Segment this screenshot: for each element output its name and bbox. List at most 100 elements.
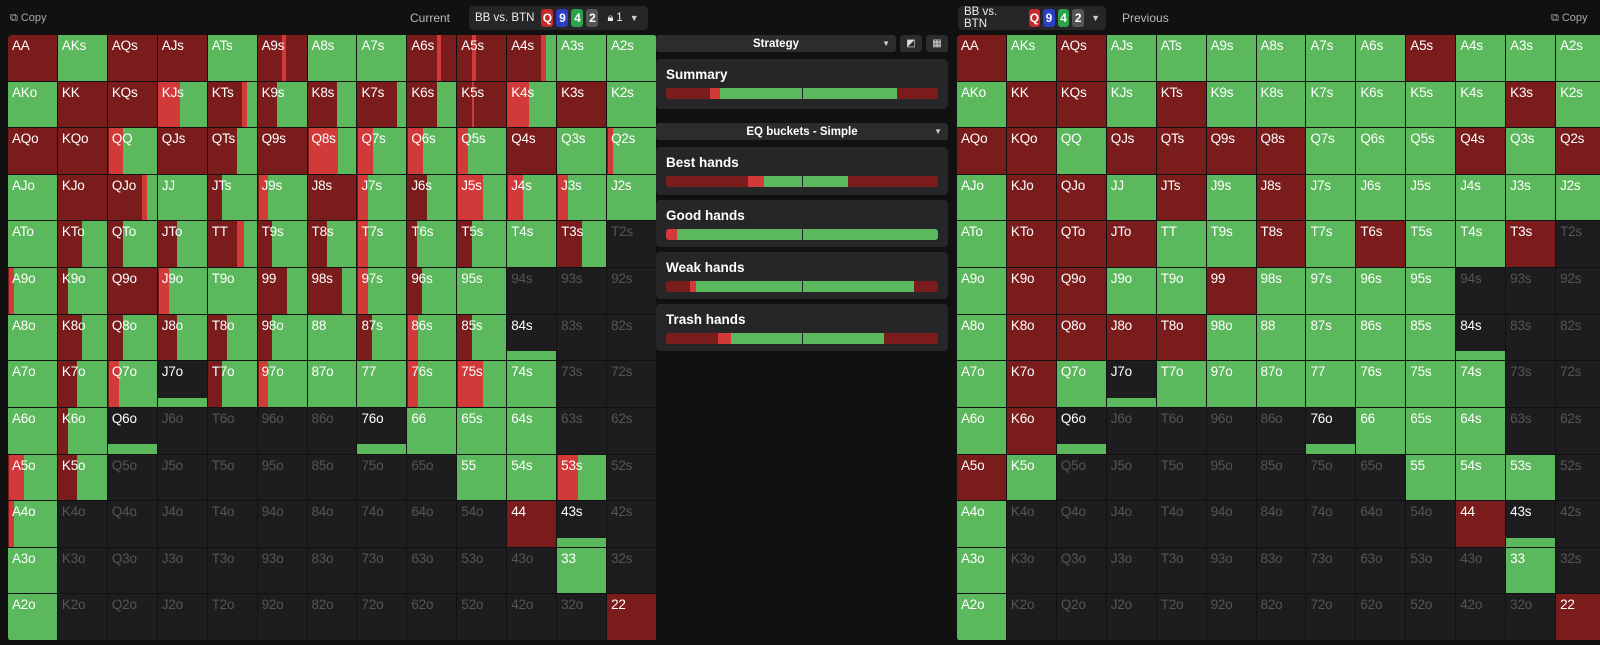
right-hand-cell-82o[interactable]: 82o: [1256, 594, 1307, 641]
right-hand-cell-A3s[interactable]: A3s: [1506, 35, 1557, 82]
left-hand-cell-T3s[interactable]: T3s: [557, 221, 608, 269]
left-hand-cell-K7o[interactable]: K7o: [57, 361, 108, 408]
left-hand-cell-TT[interactable]: TT: [207, 221, 258, 269]
right-hand-cell-KJs[interactable]: KJs: [1106, 81, 1157, 129]
right-hand-cell-T5o[interactable]: T5o: [1156, 454, 1207, 502]
left-hand-cell-Q5s[interactable]: Q5s: [457, 128, 508, 175]
left-hand-cell-92o[interactable]: 92o: [257, 594, 308, 641]
left-hand-cell-54o[interactable]: 54o: [457, 501, 508, 548]
left-hand-cell-A7o[interactable]: A7o: [8, 361, 58, 408]
right-hand-cell-K7s[interactable]: K7s: [1306, 81, 1357, 129]
right-hand-cell-65o[interactable]: 65o: [1356, 454, 1407, 502]
right-hand-cell-65s[interactable]: 65s: [1406, 407, 1457, 455]
right-hand-cell-Q8s[interactable]: Q8s: [1256, 128, 1307, 175]
right-hand-cell-Q5s[interactable]: Q5s: [1406, 128, 1457, 175]
right-hand-cell-T8o[interactable]: T8o: [1156, 314, 1207, 362]
right-hand-cell-Q8o[interactable]: Q8o: [1056, 314, 1107, 362]
left-hand-cell-86o[interactable]: 86o: [307, 407, 358, 455]
left-hand-cell-63s[interactable]: 63s: [557, 407, 608, 455]
right-hand-cell-62o[interactable]: 62o: [1356, 594, 1407, 641]
left-hand-cell-T5o[interactable]: T5o: [207, 454, 258, 502]
right-hand-cell-32s[interactable]: 32s: [1556, 548, 1600, 595]
left-hand-cell-93o[interactable]: 93o: [257, 547, 308, 595]
left-hand-cell-97s[interactable]: 97s: [357, 268, 408, 315]
left-hand-cell-65o[interactable]: 65o: [407, 454, 458, 502]
right-hand-cell-T7o[interactable]: T7o: [1156, 361, 1207, 408]
right-hand-cell-T2o[interactable]: T2o: [1156, 594, 1207, 641]
right-hand-cell-T9o[interactable]: T9o: [1156, 268, 1207, 315]
right-hand-cell-J8o[interactable]: J8o: [1106, 314, 1157, 362]
left-hand-cell-96o[interactable]: 96o: [257, 407, 308, 455]
left-hand-cell-ATo[interactable]: ATo: [8, 221, 58, 269]
left-hand-cell-94s[interactable]: 94s: [507, 268, 558, 315]
right-hand-cell-Q3o[interactable]: Q3o: [1056, 547, 1107, 595]
right-hand-cell-K8s[interactable]: K8s: [1256, 81, 1307, 129]
left-hand-cell-Q7s[interactable]: Q7s: [357, 128, 408, 175]
left-hand-cell-J7o[interactable]: J7o: [157, 361, 208, 408]
right-hand-cell-A4s[interactable]: A4s: [1456, 35, 1507, 82]
left-hand-cell-T5s[interactable]: T5s: [457, 221, 508, 269]
left-hand-cell-K7s[interactable]: K7s: [357, 81, 408, 129]
left-hand-cell-A6o[interactable]: A6o: [8, 407, 58, 455]
right-hand-cell-T3o[interactable]: T3o: [1156, 547, 1207, 595]
right-hand-cell-A8o[interactable]: A8o: [957, 314, 1007, 362]
left-hand-cell-AKo[interactable]: AKo: [8, 81, 58, 129]
left-hand-cell-K6s[interactable]: K6s: [407, 81, 458, 129]
right-hand-cell-52o[interactable]: 52o: [1406, 594, 1457, 641]
left-hand-cell-K5o[interactable]: K5o: [57, 454, 108, 502]
right-hand-cell-T6o[interactable]: T6o: [1156, 407, 1207, 455]
left-hand-cell-95o[interactable]: 95o: [257, 454, 308, 502]
right-hand-cell-54s[interactable]: 54s: [1456, 454, 1507, 502]
right-hand-cell-66[interactable]: 66: [1356, 407, 1407, 455]
right-hand-cell-T7s[interactable]: T7s: [1306, 221, 1357, 269]
right-hand-cell-96s[interactable]: 96s: [1356, 268, 1407, 315]
right-hand-cell-74s[interactable]: 74s: [1456, 361, 1507, 408]
left-hand-cell-K9o[interactable]: K9o: [57, 268, 108, 315]
left-hand-cell-KTo[interactable]: KTo: [57, 221, 108, 269]
right-hand-cell-A3o[interactable]: A3o: [957, 547, 1007, 595]
right-hand-cell-93o[interactable]: 93o: [1206, 547, 1257, 595]
right-hand-cell-QQ[interactable]: QQ: [1056, 128, 1107, 175]
left-hand-cell-KJs[interactable]: KJs: [157, 81, 208, 129]
right-hand-cell-55[interactable]: 55: [1406, 454, 1457, 502]
right-hand-cell-QTs[interactable]: QTs: [1156, 128, 1207, 175]
right-hand-cell-95o[interactable]: 95o: [1206, 454, 1257, 502]
right-hand-cell-AJs[interactable]: AJs: [1106, 35, 1157, 82]
left-hand-cell-44[interactable]: 44: [507, 501, 558, 548]
right-hand-cell-93s[interactable]: 93s: [1506, 268, 1557, 315]
left-hand-cell-Q9o[interactable]: Q9o: [107, 268, 158, 315]
right-hand-cell-K6s[interactable]: K6s: [1356, 81, 1407, 129]
left-hand-cell-AKs[interactable]: AKs: [57, 35, 108, 82]
left-hand-cell-85s[interactable]: 85s: [457, 314, 508, 362]
left-hand-cell-J6s[interactable]: J6s: [407, 174, 458, 222]
left-hand-cell-QJo[interactable]: QJo: [107, 174, 158, 222]
right-hand-cell-86s[interactable]: 86s: [1356, 314, 1407, 362]
left-hand-cell-76s[interactable]: 76s: [407, 361, 458, 408]
eq-buckets-dropdown[interactable]: EQ buckets - Simple ▼: [656, 123, 948, 140]
left-hand-cell-A8o[interactable]: A8o: [8, 314, 58, 362]
left-hand-cell-52o[interactable]: 52o: [457, 594, 508, 641]
right-hand-cell-A5o[interactable]: A5o: [957, 454, 1007, 502]
right-hand-cell-QJo[interactable]: QJo: [1056, 174, 1107, 222]
left-hand-cell-J5s[interactable]: J5s: [457, 174, 508, 222]
left-hand-cell-77[interactable]: 77: [357, 361, 408, 408]
left-hand-cell-A8s[interactable]: A8s: [307, 35, 358, 82]
left-hand-cell-K2s[interactable]: K2s: [607, 81, 657, 129]
right-hand-cell-33[interactable]: 33: [1506, 547, 1557, 595]
right-hand-cell-J4o[interactable]: J4o: [1106, 501, 1157, 548]
right-hand-cell-98o[interactable]: 98o: [1206, 314, 1257, 362]
left-hand-cell-Q8s[interactable]: Q8s: [307, 128, 358, 175]
right-hand-cell-74o[interactable]: 74o: [1306, 501, 1357, 548]
left-hand-cell-Q3o[interactable]: Q3o: [107, 547, 158, 595]
right-hand-cell-KQo[interactable]: KQo: [1006, 128, 1057, 175]
right-hand-cell-K9o[interactable]: K9o: [1006, 268, 1057, 315]
left-hand-cell-85o[interactable]: 85o: [307, 454, 358, 502]
right-hand-cell-77[interactable]: 77: [1306, 361, 1357, 408]
right-hand-cell-Q2s[interactable]: Q2s: [1556, 128, 1600, 175]
right-hand-cell-Q6s[interactable]: Q6s: [1356, 128, 1407, 175]
left-hand-cell-Q7o[interactable]: Q7o: [107, 361, 158, 408]
right-hand-cell-AKo[interactable]: AKo: [957, 81, 1007, 129]
right-hand-cell-J5o[interactable]: J5o: [1106, 454, 1157, 502]
left-hand-cell-KJo[interactable]: KJo: [57, 174, 108, 222]
right-hand-cell-87o[interactable]: 87o: [1256, 361, 1307, 408]
